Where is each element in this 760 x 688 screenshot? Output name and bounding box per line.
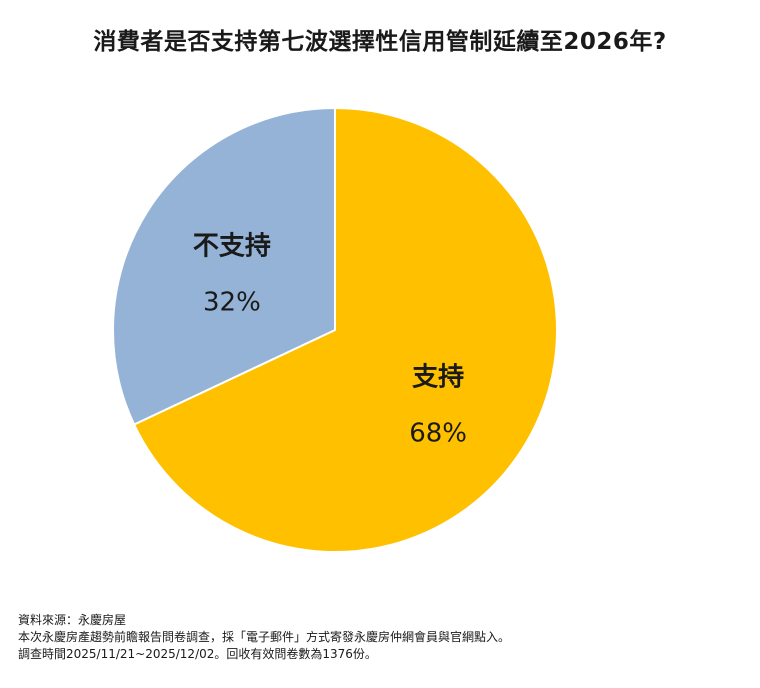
slice-label-support: 支持: [412, 362, 464, 392]
pie-chart: 支持 68% 不支持 32%: [112, 106, 558, 553]
slice-label-not-support: 不支持: [193, 232, 271, 262]
source-note: 資料來源：永慶房屋: [18, 613, 127, 627]
pie-slice-not-support: [112, 106, 336, 426]
chart-title: 消費者是否支持第七波選擇性信用管制延續至2026年?: [93, 29, 667, 55]
survey-period-note: 調查時間2025/11/21~2025/12/02。回收有效問卷數為1376份。: [18, 647, 377, 661]
slice-value-support: 68%: [409, 418, 467, 448]
slice-value-not-support: 32%: [203, 288, 261, 318]
footnotes: 資料來源：永慶房屋 本次永慶房產趨勢前瞻報告問卷調查，採「電子郵件」方式寄發永慶…: [18, 612, 510, 663]
pie-slice-support: [132, 106, 558, 553]
survey-method-note: 本次永慶房產趨勢前瞻報告問卷調查，採「電子郵件」方式寄發永慶房仲網會員與官網點入…: [18, 630, 511, 644]
